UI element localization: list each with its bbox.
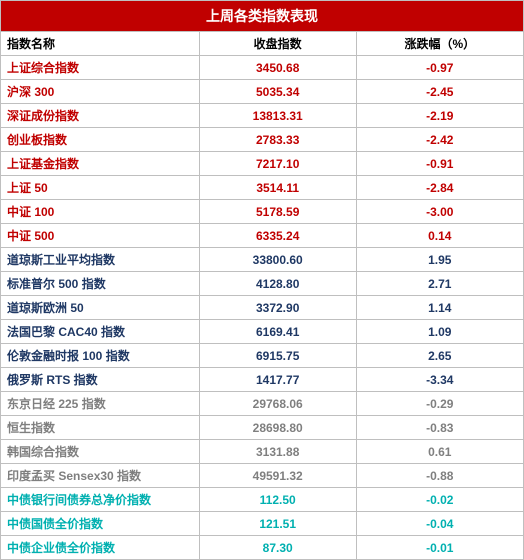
index-name: 中债企业债全价指数 [1, 536, 200, 560]
index-name: 上证基金指数 [1, 152, 200, 176]
index-change: -2.84 [356, 176, 523, 200]
index-name: 法国巴黎 CAC40 指数 [1, 320, 200, 344]
table-row: 俄罗斯 RTS 指数1417.77-3.34 [1, 368, 524, 392]
table-row: 法国巴黎 CAC40 指数6169.411.09 [1, 320, 524, 344]
index-change: -2.45 [356, 80, 523, 104]
table-row: 道琼斯欧洲 503372.901.14 [1, 296, 524, 320]
index-close: 6915.75 [199, 344, 356, 368]
col-header-close: 收盘指数 [199, 32, 356, 56]
index-name: 道琼斯工业平均指数 [1, 248, 200, 272]
index-change: 2.65 [356, 344, 523, 368]
index-name: 创业板指数 [1, 128, 200, 152]
index-name: 上证综合指数 [1, 56, 200, 80]
index-name: 上证 50 [1, 176, 200, 200]
index-performance-table: 上周各类指数表现 指数名称 收盘指数 涨跌幅（%） 上证综合指数3450.68-… [0, 0, 524, 560]
table-row: 伦敦金融时报 100 指数6915.752.65 [1, 344, 524, 368]
index-change: -0.01 [356, 536, 523, 560]
index-name: 中证 500 [1, 224, 200, 248]
index-name: 印度孟买 Sensex30 指数 [1, 464, 200, 488]
index-close: 7217.10 [199, 152, 356, 176]
index-close: 33800.60 [199, 248, 356, 272]
index-close: 5178.59 [199, 200, 356, 224]
index-close: 29768.06 [199, 392, 356, 416]
table-title: 上周各类指数表现 [1, 1, 524, 32]
index-close: 1417.77 [199, 368, 356, 392]
index-name: 中证 100 [1, 200, 200, 224]
index-close: 28698.80 [199, 416, 356, 440]
index-change: 1.95 [356, 248, 523, 272]
index-close: 5035.34 [199, 80, 356, 104]
index-change: -2.19 [356, 104, 523, 128]
index-name: 深证成份指数 [1, 104, 200, 128]
index-close: 4128.80 [199, 272, 356, 296]
index-close: 6169.41 [199, 320, 356, 344]
index-change: 0.14 [356, 224, 523, 248]
index-name: 中债国债全价指数 [1, 512, 200, 536]
table-row: 中债企业债全价指数87.30-0.01 [1, 536, 524, 560]
index-name: 道琼斯欧洲 50 [1, 296, 200, 320]
index-change: -0.88 [356, 464, 523, 488]
table-row: 印度孟买 Sensex30 指数49591.32-0.88 [1, 464, 524, 488]
index-name: 恒生指数 [1, 416, 200, 440]
table-row: 中债国债全价指数121.51-0.04 [1, 512, 524, 536]
table-row: 深证成份指数13813.31-2.19 [1, 104, 524, 128]
table-row: 韩国综合指数3131.880.61 [1, 440, 524, 464]
table-row: 东京日经 225 指数29768.06-0.29 [1, 392, 524, 416]
index-close: 121.51 [199, 512, 356, 536]
index-change: -0.04 [356, 512, 523, 536]
index-name: 韩国综合指数 [1, 440, 200, 464]
table-row: 创业板指数2783.33-2.42 [1, 128, 524, 152]
index-change: -0.97 [356, 56, 523, 80]
index-close: 6335.24 [199, 224, 356, 248]
index-change: 1.09 [356, 320, 523, 344]
index-change: -2.42 [356, 128, 523, 152]
table-row: 中证 5006335.240.14 [1, 224, 524, 248]
index-close: 87.30 [199, 536, 356, 560]
index-change: -0.91 [356, 152, 523, 176]
table-row: 恒生指数28698.80-0.83 [1, 416, 524, 440]
index-close: 49591.32 [199, 464, 356, 488]
index-name: 俄罗斯 RTS 指数 [1, 368, 200, 392]
index-close: 3514.11 [199, 176, 356, 200]
index-change: 1.14 [356, 296, 523, 320]
index-close: 13813.31 [199, 104, 356, 128]
index-change: -3.34 [356, 368, 523, 392]
table-row: 上证基金指数7217.10-0.91 [1, 152, 524, 176]
index-name: 标准普尔 500 指数 [1, 272, 200, 296]
index-close: 2783.33 [199, 128, 356, 152]
index-name: 伦敦金融时报 100 指数 [1, 344, 200, 368]
index-change: -0.29 [356, 392, 523, 416]
table-row: 标准普尔 500 指数4128.802.71 [1, 272, 524, 296]
table-row: 沪深 3005035.34-2.45 [1, 80, 524, 104]
index-name: 沪深 300 [1, 80, 200, 104]
table-row: 道琼斯工业平均指数33800.601.95 [1, 248, 524, 272]
col-header-name: 指数名称 [1, 32, 200, 56]
table-row: 上证 503514.11-2.84 [1, 176, 524, 200]
table-row: 上证综合指数3450.68-0.97 [1, 56, 524, 80]
index-close: 3372.90 [199, 296, 356, 320]
col-header-change: 涨跌幅（%） [356, 32, 523, 56]
index-change: 0.61 [356, 440, 523, 464]
index-change: -0.83 [356, 416, 523, 440]
index-name: 东京日经 225 指数 [1, 392, 200, 416]
index-change: 2.71 [356, 272, 523, 296]
index-change: -3.00 [356, 200, 523, 224]
index-close: 3450.68 [199, 56, 356, 80]
table-row: 中证 1005178.59-3.00 [1, 200, 524, 224]
index-close: 3131.88 [199, 440, 356, 464]
